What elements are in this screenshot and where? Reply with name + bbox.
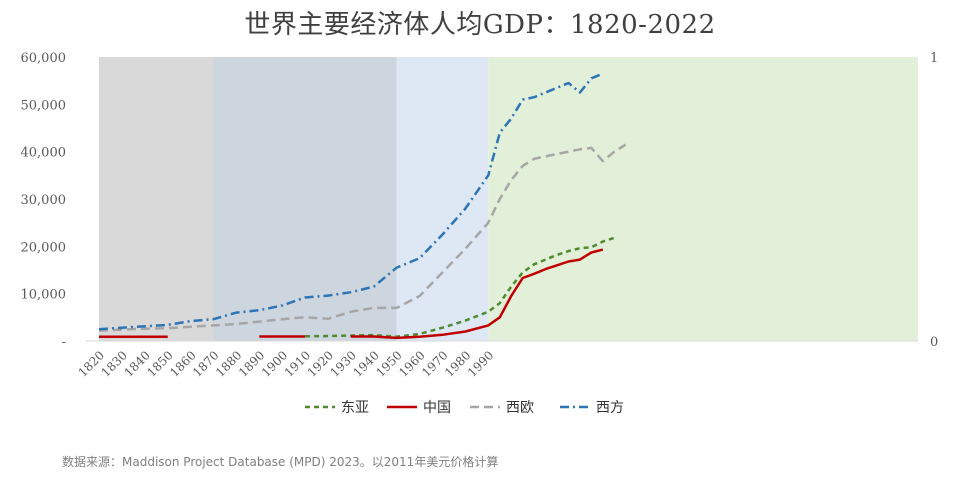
y2-tick-label: 0: [930, 335, 938, 350]
series-line-2-segment-3: [350, 248, 604, 340]
y-tick-label: 60,000: [21, 51, 67, 66]
background-band-3: [396, 57, 489, 341]
series-line-3-segment-1: [98, 143, 627, 332]
y-tick-label: 30,000: [21, 193, 67, 208]
series-line-4-segment-1: [98, 72, 604, 331]
background-bands: [99, 57, 918, 341]
legend: 东亚 中国 西欧 西方: [305, 400, 624, 416]
chart-title: 世界主要经济体人均GDP：1820-2022: [244, 10, 716, 40]
legend-label-1: 东亚: [341, 400, 369, 416]
y-tick-label: 20,000: [21, 240, 67, 255]
y-axis-ticks: 60,000 50,000 40,000 30,000 20,000 10,000 -: [21, 51, 67, 350]
background-band-1: [99, 57, 214, 341]
y-tick-label: 40,000: [21, 146, 67, 161]
legend-label-2: 中国: [423, 400, 451, 416]
legend-label-4: 西方: [596, 400, 624, 416]
source-note: 数据来源：Maddison Project Database (MPD) 202…: [62, 455, 499, 469]
x-axis-ticks: 1820183018401850186018701880189019001910…: [76, 348, 497, 379]
y-tick-label: 50,000: [21, 98, 67, 113]
y-tick-label: 10,000: [21, 288, 67, 303]
secondary-y-axis-ticks: 10: [930, 51, 938, 350]
series-lines: [98, 72, 627, 340]
y-tick-label: -: [62, 335, 66, 350]
x-tick-label: 1990: [465, 348, 496, 379]
y2-tick-label: 1: [930, 51, 938, 66]
series-line-1-segment-1: [305, 236, 615, 338]
background-band-4: [488, 57, 918, 341]
legend-label-3: 西欧: [506, 400, 534, 416]
background-band-2: [213, 57, 397, 341]
